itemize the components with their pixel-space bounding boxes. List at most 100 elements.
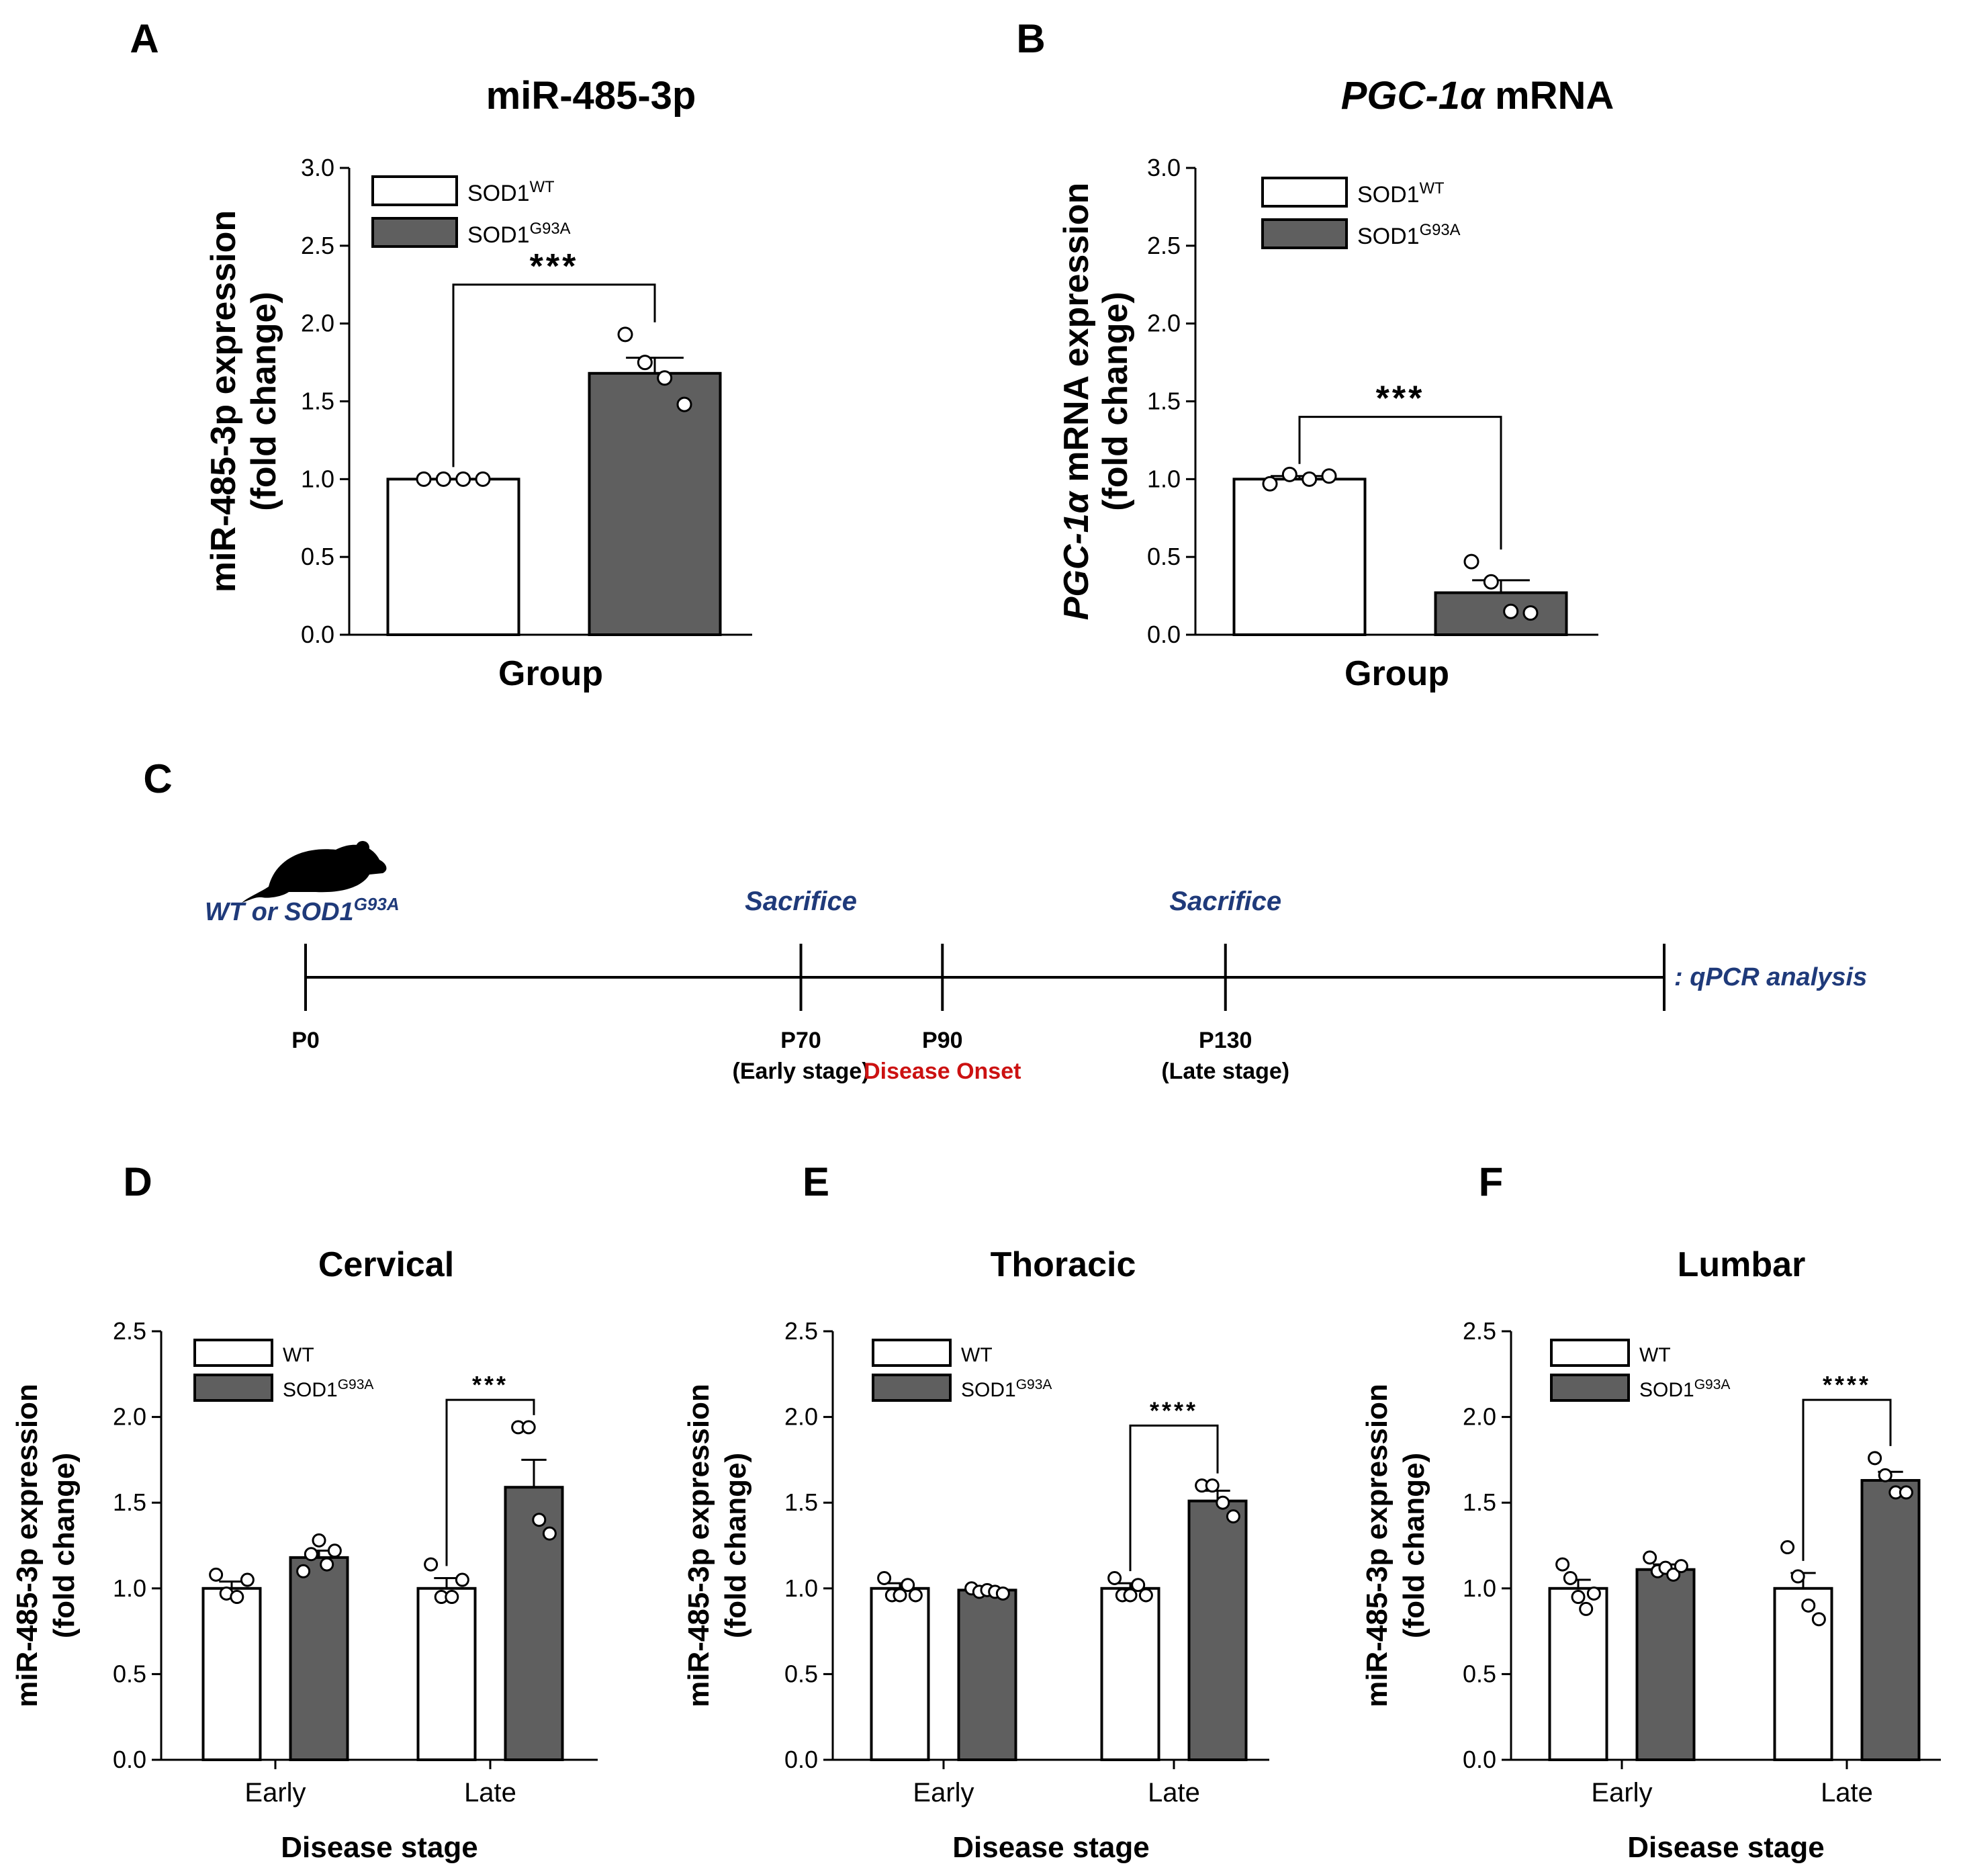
- legend-swatch-wt: [193, 1339, 273, 1367]
- y-tick-label: 0.0: [113, 1746, 146, 1773]
- y-tick-label: 1.5: [784, 1488, 818, 1516]
- data-point: [455, 471, 471, 487]
- legend-swatch-g93a: [1550, 1374, 1630, 1402]
- legend-label-wt: SOD1WT: [1357, 179, 1445, 208]
- y-axis-label-line2: (fold change): [719, 1453, 752, 1638]
- y-tick-label: 1.0: [301, 465, 334, 492]
- data-point: [445, 1590, 459, 1605]
- data-point: [1123, 1588, 1138, 1603]
- data-point: [1107, 1570, 1122, 1585]
- data-point: [542, 1526, 557, 1541]
- data-point: [416, 471, 432, 487]
- panel-e: E Thoracic 0.0 0.5 1.0 1.5 2.0 2.5 miR-485-3p ex…: [665, 1142, 1336, 1876]
- legend-label-g93a: SOD1G93A: [1639, 1377, 1730, 1402]
- y-axis-label-line1: miR-485-3p expression: [11, 1384, 44, 1707]
- data-point: [455, 1572, 469, 1587]
- legend-swatch-wt: [872, 1339, 952, 1367]
- data-point: [312, 1533, 326, 1548]
- data-point: [877, 1570, 892, 1585]
- bar-sod1g93a-group: [588, 371, 722, 636]
- disease-onset-label: Disease Onset: [864, 1059, 1021, 1084]
- x-axis-label: Disease stage: [281, 1831, 478, 1864]
- y-tick-label: 2.0: [1147, 310, 1181, 337]
- y-tick-label: 2.0: [1463, 1403, 1496, 1431]
- y-tick-label: 2.0: [301, 310, 334, 337]
- legend-label-sup: G93A: [530, 220, 571, 238]
- data-point: [1586, 1586, 1601, 1601]
- y-axis-label-line2: (fold change): [48, 1453, 81, 1638]
- legend-label-base: SOD1: [283, 1379, 338, 1401]
- x-axis-label: Group: [498, 654, 603, 693]
- significance-bracket: [445, 1398, 535, 1566]
- timeline-day-label: P90: [922, 1028, 963, 1053]
- panel-letter: D: [123, 1159, 152, 1204]
- data-point: [1563, 1570, 1578, 1585]
- data-point: [1801, 1598, 1816, 1613]
- legend-label-base: SOD1: [1639, 1379, 1694, 1401]
- y-axis-label-line1: miR-485-3p expression: [1361, 1384, 1394, 1707]
- legend-label-g93a: SOD1G93A: [961, 1377, 1052, 1402]
- mouse-icon: [242, 841, 387, 903]
- chart-title: miR-485-3p: [486, 74, 696, 118]
- legend-label-base: SOD1: [1357, 224, 1420, 249]
- data-point: [532, 1513, 547, 1527]
- data-point: [908, 1588, 923, 1603]
- y-tick-label: 0.5: [113, 1660, 146, 1687]
- y-tick-label: 1.5: [113, 1488, 146, 1516]
- significance-bracket: [1802, 1398, 1892, 1561]
- data-point: [1555, 1557, 1570, 1572]
- significance-label: ****: [1150, 1396, 1198, 1424]
- data-point: [1643, 1550, 1657, 1565]
- data-point: [327, 1544, 342, 1558]
- data-point: [1899, 1485, 1913, 1500]
- significance-label: ***: [472, 1371, 508, 1398]
- title-rest-part: mRNA: [1484, 74, 1614, 118]
- legend-label-sup: WT: [530, 178, 555, 196]
- y-tick-label: 2.5: [301, 232, 334, 259]
- x-tick-label: Early: [244, 1778, 306, 1807]
- y-tick-label: 1.0: [784, 1574, 818, 1602]
- data-point: [1321, 468, 1337, 484]
- y-axis-label-line2: (fold change): [1398, 1453, 1430, 1638]
- bar-sod1g93a-early: [957, 1589, 1017, 1761]
- panel-d: D Cervical 0.0 0.5 1.0 1.5 2.0 2.5 miR-485-3p ex…: [0, 1142, 665, 1876]
- bar-wt-early: [201, 1587, 262, 1761]
- y-label-rest-part: mRNA expression: [1057, 183, 1096, 492]
- significance-bracket: [1298, 416, 1502, 550]
- y-tick-label: 0.0: [784, 1746, 818, 1773]
- legend-label-base: SOD1: [961, 1379, 1016, 1401]
- legend-label-base: WT: [961, 1344, 993, 1366]
- y-tick-label: 2.0: [113, 1403, 146, 1431]
- panel-letter: E: [803, 1159, 829, 1204]
- data-point: [637, 355, 653, 371]
- data-point: [995, 1586, 1010, 1601]
- data-point: [521, 1420, 536, 1435]
- data-point: [1878, 1468, 1892, 1482]
- data-point: [424, 1557, 439, 1572]
- bar-sod1g93a-group: [1434, 591, 1568, 637]
- y-tick-label: 0.5: [1463, 1660, 1496, 1687]
- timeline-day-label: P130: [1199, 1028, 1252, 1053]
- y-axis-label-line1: miR-485-3p expression: [682, 1384, 715, 1707]
- data-point: [617, 326, 633, 343]
- panel-e-chart: E Thoracic 0.0 0.5 1.0 1.5 2.0 2.5 miR-485-3p ex…: [682, 1159, 1269, 1864]
- mouse-body: [242, 844, 387, 903]
- panel-letter: F: [1479, 1159, 1504, 1204]
- x-tick-label: Late: [464, 1778, 516, 1807]
- y-tick-label: 2.5: [1147, 232, 1181, 259]
- data-point: [1503, 603, 1519, 619]
- legend-swatch-g93a: [1261, 218, 1348, 249]
- x-axis-label: Disease stage: [1627, 1831, 1825, 1864]
- data-point: [209, 1567, 224, 1582]
- x-tick-label: Early: [1591, 1778, 1652, 1807]
- panel-letter: A: [130, 16, 158, 61]
- timeline-day-label: P0: [291, 1028, 320, 1053]
- panel-d-chart: D Cervical 0.0 0.5 1.0 1.5 2.0 2.5 miR-485-3p ex…: [11, 1159, 598, 1864]
- significance-label: ***: [1376, 379, 1425, 418]
- data-point: [1302, 471, 1318, 487]
- legend-label-sup: G93A: [1016, 1377, 1052, 1392]
- data-point: [1674, 1559, 1688, 1574]
- y-tick-label: 1.5: [1147, 388, 1181, 415]
